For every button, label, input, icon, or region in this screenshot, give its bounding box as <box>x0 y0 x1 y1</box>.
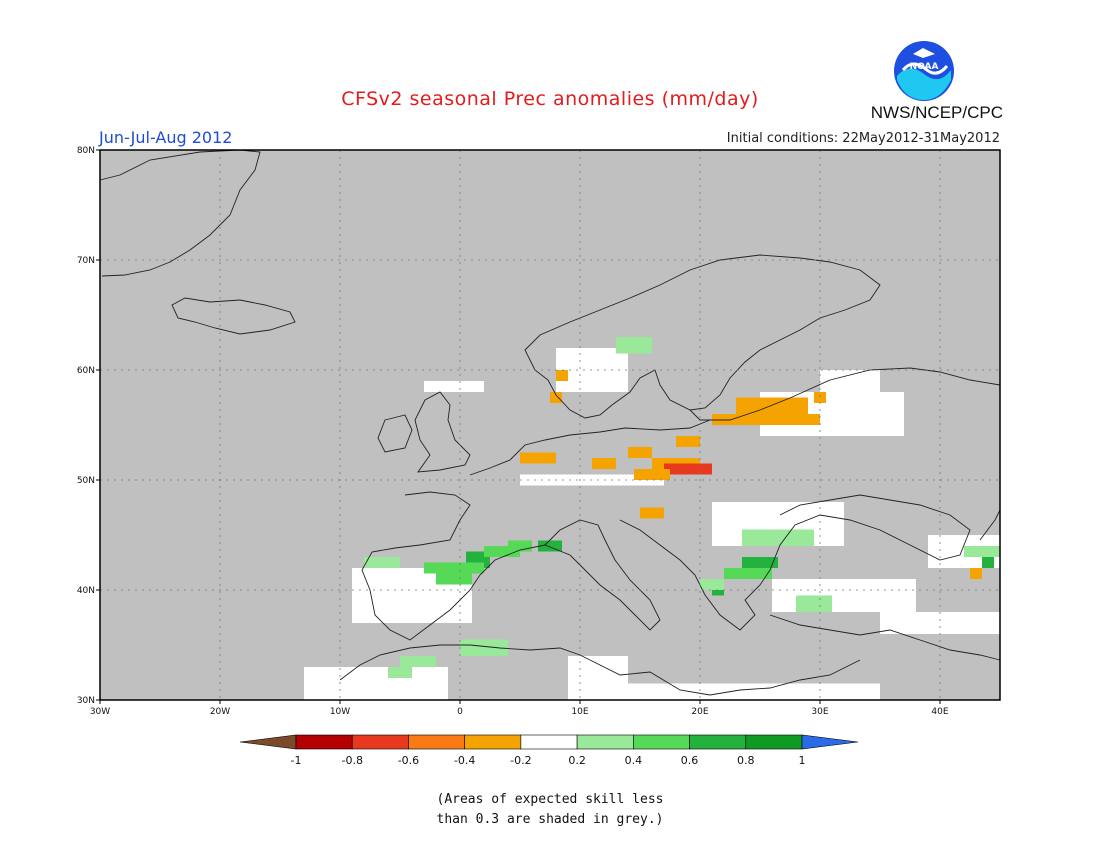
initial-conditions-label: Initial conditions: 22May2012-31May2012 <box>726 131 1000 146</box>
anomaly-cell <box>388 667 412 678</box>
lon-tick-label: 30E <box>811 707 828 717</box>
anomaly-cell <box>592 458 616 469</box>
anomaly-cell <box>742 557 778 568</box>
coastlines <box>99 149 1001 696</box>
skill-note-line-1: (Areas of expected skill less <box>436 792 664 807</box>
anomaly-cell <box>400 656 436 667</box>
colorbar-segment <box>295 734 353 750</box>
anomaly-cell <box>424 562 484 574</box>
colorbar: -1 -0.8 -0.6 -0.4 -0.2 0.2 0.4 0.6 0.8 1 <box>239 734 859 767</box>
colorbar-arrow-left <box>239 734 297 750</box>
colorbar-segment <box>464 734 522 750</box>
colorbar-label: -0.4 <box>454 754 475 767</box>
anomaly-cell <box>964 546 1000 557</box>
anomaly-cell <box>556 370 568 381</box>
colorbar-label: 0.6 <box>681 754 699 767</box>
anomaly-cell <box>484 546 520 557</box>
colorbar-label: 0.2 <box>568 754 586 767</box>
anomaly-cell <box>796 595 832 612</box>
white-region <box>772 579 916 612</box>
anomaly-cell <box>712 414 820 425</box>
colorbar-label: -1 <box>291 754 302 767</box>
anomaly-cell <box>982 557 994 568</box>
skill-note-line-2: than 0.3 are shaded in grey.) <box>436 812 664 827</box>
anomaly-cell <box>616 337 652 354</box>
anomaly-cell <box>634 469 670 480</box>
anomaly-cell <box>814 392 826 403</box>
colorbar-segment <box>520 734 578 750</box>
colorbar-segment <box>633 734 690 750</box>
lat-tick-label: 40N <box>77 586 95 596</box>
lat-tick-label: 50N <box>77 476 95 486</box>
anomaly-cell <box>550 392 562 403</box>
anomaly-cell <box>742 529 814 546</box>
anomaly-cell <box>520 452 556 464</box>
colorbar-segment <box>745 734 803 750</box>
white-region <box>304 667 448 700</box>
anomaly-cell <box>970 568 982 579</box>
chart-title: CFSv2 seasonal Prec anomalies (mm/day) <box>341 88 759 110</box>
lon-tick-label: 30W <box>90 707 110 717</box>
colorbar-label: 0.4 <box>625 754 643 767</box>
anomaly-cell <box>436 573 472 585</box>
white-region <box>820 370 880 414</box>
lon-tick-label: 0 <box>457 707 463 717</box>
noaa-logo-text: NOAA <box>910 62 939 72</box>
anomaly-cell <box>724 568 772 579</box>
season-label: Jun-Jul-Aug 2012 <box>99 128 233 147</box>
colorbar-segment <box>351 734 409 750</box>
anomaly-cell <box>640 507 664 519</box>
anomaly-cell <box>736 397 808 414</box>
anomaly-cell <box>628 447 652 458</box>
lat-tick-label: 70N <box>77 256 95 266</box>
lon-tick-label: 10E <box>571 707 588 717</box>
colorbar-label: -0.8 <box>341 754 362 767</box>
white-region <box>880 612 1000 634</box>
graticule <box>100 150 1000 700</box>
anomaly-cell <box>676 436 700 447</box>
anomaly-cell <box>364 557 400 568</box>
map-frame <box>99 149 1001 701</box>
lat-tick-label: 30N <box>77 696 95 706</box>
lat-tick-label: 80N <box>77 146 95 156</box>
anomaly-cell <box>538 540 562 552</box>
colorbar-arrow-right <box>801 734 859 750</box>
latitude-ticks: 30N 40N 50N 60N 70N 80N <box>77 146 100 706</box>
anomaly-cell <box>664 463 712 475</box>
white-region <box>568 656 628 700</box>
lon-tick-label: 20W <box>210 707 230 717</box>
noaa-logo-icon: NOAA <box>894 41 954 101</box>
colorbar-label: 0.8 <box>737 754 755 767</box>
anomaly-cell <box>700 579 724 590</box>
colorbar-segment <box>689 734 747 750</box>
colorbar-label: 1 <box>799 754 806 767</box>
colorbar-label: -0.6 <box>398 754 419 767</box>
colorbar-segment <box>576 734 634 750</box>
longitude-ticks: 30W 20W 10W 0 10E 20E 30E 40E <box>90 700 949 717</box>
lon-tick-label: 20E <box>691 707 708 717</box>
anomaly-cell <box>460 639 508 656</box>
white-region <box>424 381 484 392</box>
agency-label: NWS/NCEP/CPC <box>870 103 1003 122</box>
lon-tick-label: 40E <box>931 707 948 717</box>
colorbar-segment <box>408 734 465 750</box>
anomaly-cells <box>364 337 1000 678</box>
lat-tick-label: 60N <box>77 366 95 376</box>
skill-note: (Areas of expected skill less than 0.3 a… <box>0 790 1100 830</box>
anomaly-cell <box>508 540 532 552</box>
white-region <box>640 683 880 700</box>
colorbar-label: -0.2 <box>510 754 531 767</box>
lon-tick-label: 10W <box>330 707 350 717</box>
